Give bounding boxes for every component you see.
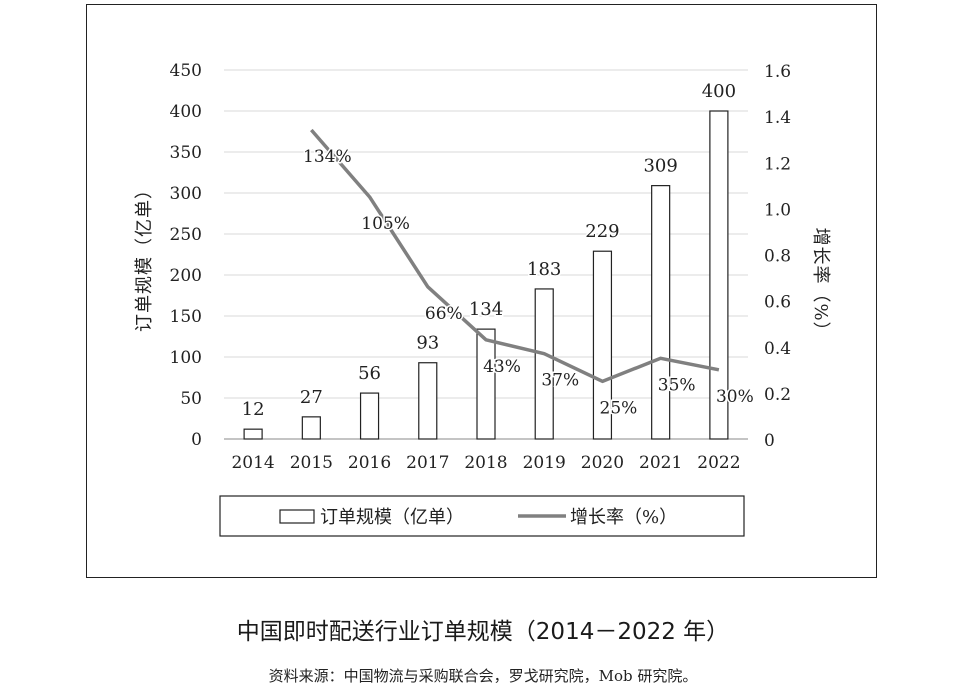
chart-frame <box>86 4 877 578</box>
growth-rate-label: 66% <box>425 304 463 324</box>
y-right-tick-label: 1.4 <box>764 108 791 128</box>
y-left-tick-label: 350 <box>170 143 202 163</box>
y-left-tick-label: 100 <box>170 348 202 368</box>
y-right-tick-label: 0.6 <box>764 293 791 313</box>
x-tick-label: 2016 <box>348 453 391 473</box>
growth-rate-label: 35% <box>658 375 696 395</box>
source-note: 资料来源：中国物流与采购联合会，罗戈研究院，Mob 研究院。 <box>268 667 698 685</box>
x-tick-label: 2020 <box>581 453 624 473</box>
x-tick-label: 2018 <box>464 453 507 473</box>
bar-value-label: 229 <box>585 221 619 242</box>
bar-value-label: 56 <box>358 363 381 384</box>
bar-line-chart: 0 50 100 150 200 250 300 350 400 450 0 0.2 0.4 0.6 0.8… <box>134 61 831 537</box>
y-left-tick-label: 400 <box>170 102 202 122</box>
y-right-tick-label: 1.0 <box>764 200 791 220</box>
x-tick-label: 2021 <box>639 453 682 473</box>
y-right-tick-label: 0 <box>764 431 775 451</box>
y-right-tick-label: 0.2 <box>764 385 791 405</box>
growth-rate-label: 134% <box>303 147 352 167</box>
bar-value-label: 12 <box>242 399 265 420</box>
bar <box>709 110 729 440</box>
growth-rate-label: 30% <box>716 387 754 407</box>
bar-value-label: 27 <box>300 387 323 408</box>
bar <box>359 392 380 440</box>
bar <box>534 288 554 440</box>
y-right-tick-label: 1.2 <box>764 154 791 174</box>
y-left-tick-label: 250 <box>170 225 202 245</box>
x-tick-label: 2019 <box>523 453 566 473</box>
growth-rate-label: 37% <box>541 371 579 391</box>
y-right-axis-title: 增长率（%） <box>810 227 831 340</box>
bar <box>476 328 496 440</box>
bar-value-label: 400 <box>702 81 736 102</box>
bar <box>243 428 263 440</box>
chart-caption: 中国即时配送行业订单规模（2014－2022 年） <box>236 619 730 645</box>
y-left-tick-label: 0 <box>191 430 202 450</box>
x-tick-label: 2017 <box>406 453 449 473</box>
bar <box>418 362 438 440</box>
bar-value-label: 93 <box>416 333 439 354</box>
bar <box>651 185 671 440</box>
y-right-tick-label: 1.6 <box>764 62 791 82</box>
legend-bar-label: 订单规模（亿单） <box>320 507 464 528</box>
y-right-tick-label: 0.4 <box>764 339 791 359</box>
y-left-tick-label: 200 <box>170 266 202 286</box>
legend-line-label: 增长率（%） <box>570 507 677 528</box>
bar-value-label: 309 <box>643 156 677 177</box>
y-left-axis-title: 订单规模（亿单） <box>134 180 155 332</box>
growth-rate-line <box>310 128 720 384</box>
y-left-tick-label: 150 <box>170 307 202 327</box>
y-left-tick-label: 300 <box>170 184 202 204</box>
y-left-tick-label: 450 <box>170 61 202 81</box>
growth-rate-label: 25% <box>600 398 638 418</box>
y-right-tick-label: 0.8 <box>764 247 791 267</box>
bar-value-label: 183 <box>527 259 561 280</box>
y-left-tick-label: 50 <box>180 389 202 409</box>
bar <box>301 416 321 440</box>
bar <box>592 250 613 440</box>
growth-rate-label: 105% <box>361 214 410 234</box>
growth-rate-label: 43% <box>483 357 521 377</box>
legend-bar-swatch <box>279 509 315 524</box>
x-tick-label: 2014 <box>231 453 274 473</box>
x-tick-label: 2022 <box>697 453 740 473</box>
x-tick-label: 2015 <box>290 453 333 473</box>
bar-value-label: 134 <box>469 299 503 320</box>
